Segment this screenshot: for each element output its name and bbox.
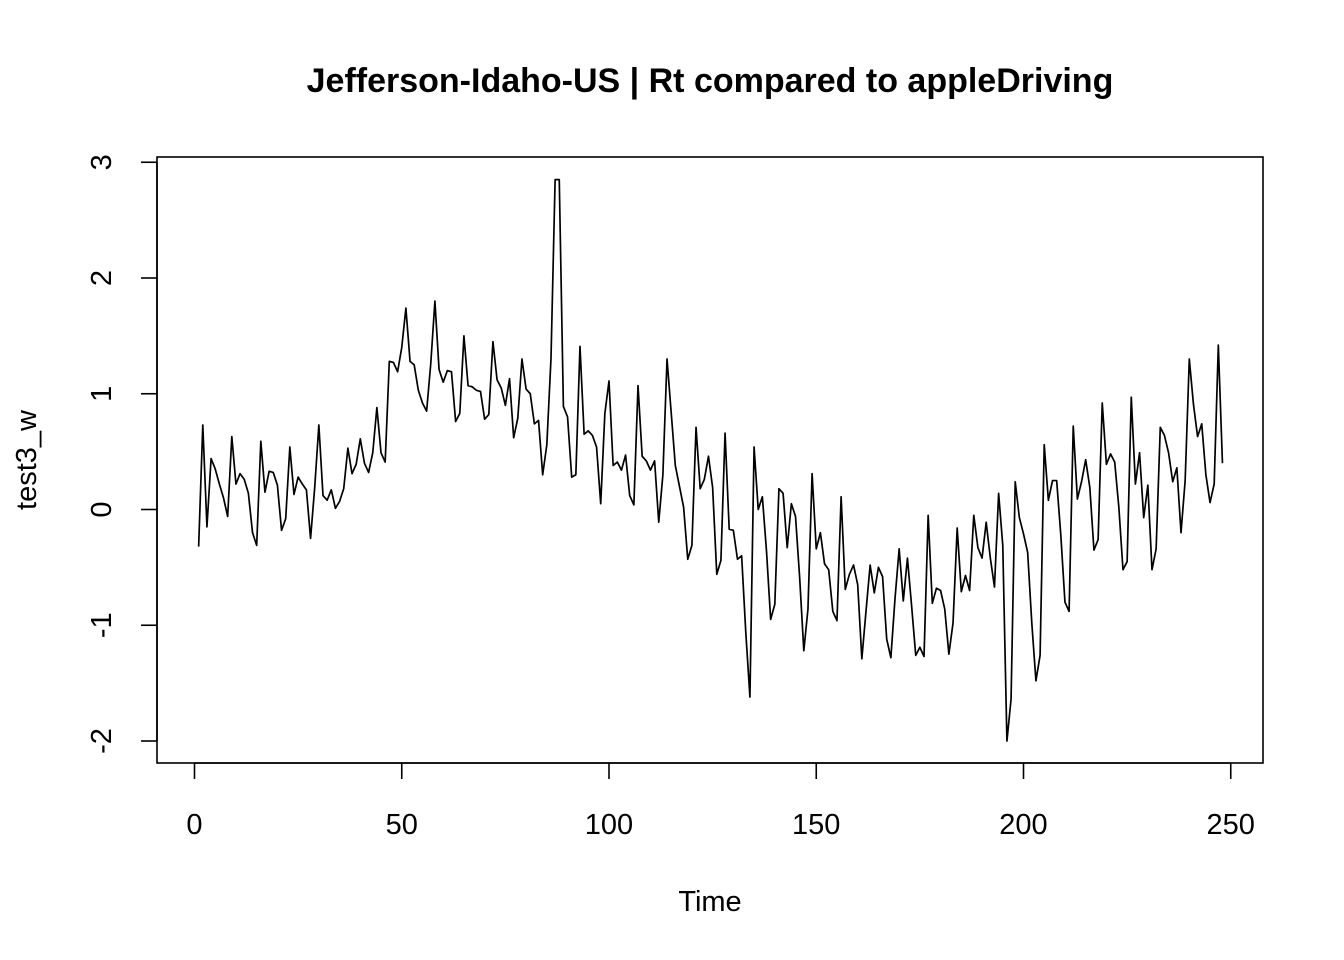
data-points [197,178,1224,742]
y-tick-label: 0 [86,501,118,517]
y-tick-label: 3 [86,154,118,170]
y-axis-label: test3_w [11,409,43,510]
chart-title: Jefferson-Idaho-US | Rt compared to appl… [307,62,1114,100]
x-tick-label: 150 [792,809,840,841]
y-axis: -2 -1 0 1 2 3 [86,154,158,754]
y-tick-label: -2 [86,728,118,754]
x-axis-label: Time [678,886,741,918]
x-tick-label: 50 [386,809,418,841]
y-tick-label: -1 [86,612,118,638]
x-axis: 0 50 100 150 200 250 [186,762,1255,841]
x-tick-label: 250 [1207,809,1255,841]
y-tick-label: 1 [86,386,118,402]
x-tick-label: 0 [186,809,202,841]
plot-frame [156,156,1264,764]
y-tick-label: 2 [86,270,118,286]
x-tick-label: 100 [585,809,633,841]
series-line [197,178,1224,742]
x-tick-label: 200 [999,809,1047,841]
